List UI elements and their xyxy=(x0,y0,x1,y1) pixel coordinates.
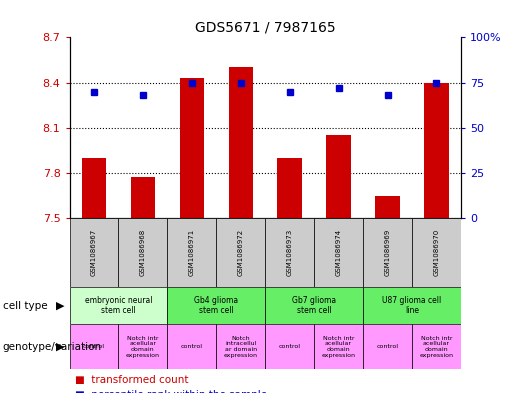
Bar xyxy=(314,218,363,287)
Text: Notch intr
acellular
domain
expression: Notch intr acellular domain expression xyxy=(126,336,160,358)
Bar xyxy=(70,218,118,287)
Text: cell type: cell type xyxy=(3,301,47,310)
Text: Notch intr
acellular
domain
expression: Notch intr acellular domain expression xyxy=(321,336,356,358)
Bar xyxy=(131,178,155,218)
Text: GSM1086973: GSM1086973 xyxy=(287,229,293,276)
Text: GSM1086968: GSM1086968 xyxy=(140,229,146,276)
Bar xyxy=(375,195,400,218)
Bar xyxy=(70,287,167,324)
Bar xyxy=(314,324,363,369)
Text: GSM1086969: GSM1086969 xyxy=(385,229,390,276)
Text: GSM1086974: GSM1086974 xyxy=(336,229,341,276)
Text: GSM1086967: GSM1086967 xyxy=(91,229,97,276)
Bar xyxy=(265,218,314,287)
Text: Gb7 glioma
stem cell: Gb7 glioma stem cell xyxy=(292,296,336,315)
Bar xyxy=(180,78,204,218)
Text: GSM1086971: GSM1086971 xyxy=(189,229,195,276)
Bar xyxy=(167,218,216,287)
Bar xyxy=(412,218,461,287)
Text: Gb4 glioma
stem cell: Gb4 glioma stem cell xyxy=(194,296,238,315)
Bar xyxy=(265,324,314,369)
Bar xyxy=(118,324,167,369)
Bar xyxy=(167,324,216,369)
Title: GDS5671 / 7987165: GDS5671 / 7987165 xyxy=(195,21,336,35)
Text: Notch
intracellul
ar domain
expression: Notch intracellul ar domain expression xyxy=(224,336,258,358)
Bar xyxy=(363,324,412,369)
Text: genotype/variation: genotype/variation xyxy=(3,342,101,352)
Text: ▶: ▶ xyxy=(56,342,64,352)
Bar xyxy=(167,287,265,324)
Bar xyxy=(70,324,118,369)
Bar xyxy=(216,218,265,287)
Text: control: control xyxy=(376,344,399,349)
Text: control: control xyxy=(279,344,301,349)
Bar xyxy=(278,158,302,218)
Text: GSM1086970: GSM1086970 xyxy=(434,229,439,276)
Text: embryonic neural
stem cell: embryonic neural stem cell xyxy=(84,296,152,315)
Text: ■  percentile rank within the sample: ■ percentile rank within the sample xyxy=(75,390,267,393)
Text: control: control xyxy=(181,344,203,349)
Text: ■  transformed count: ■ transformed count xyxy=(75,375,188,386)
Text: U87 glioma cell
line: U87 glioma cell line xyxy=(382,296,442,315)
Bar xyxy=(363,218,412,287)
Bar xyxy=(82,158,106,218)
Bar xyxy=(327,135,351,218)
Text: control: control xyxy=(83,344,105,349)
Bar xyxy=(118,218,167,287)
Bar xyxy=(265,287,363,324)
Bar xyxy=(424,83,449,218)
Text: Notch intr
acellular
domain
expression: Notch intr acellular domain expression xyxy=(419,336,454,358)
Bar xyxy=(229,68,253,218)
Bar xyxy=(363,287,461,324)
Text: GSM1086972: GSM1086972 xyxy=(238,229,244,276)
Bar xyxy=(216,324,265,369)
Bar xyxy=(412,324,461,369)
Text: ▶: ▶ xyxy=(56,301,64,310)
